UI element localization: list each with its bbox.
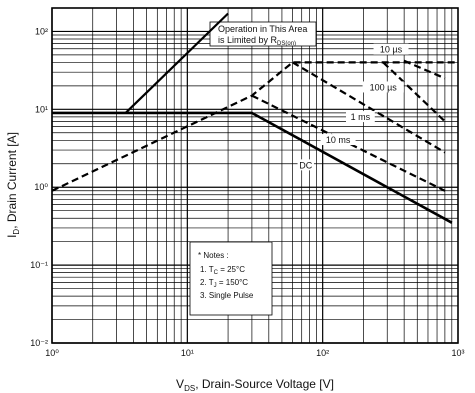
curve-label: 1 ms [351, 112, 371, 122]
series-layer [51, 59, 458, 224]
limit-annotation-box [209, 21, 317, 47]
series-line-dc [52, 111, 453, 224]
curve-label-bg [373, 43, 409, 55]
y-tick-label: 10¹ [35, 104, 48, 114]
x-tick-labels: 10⁰ 10¹ 10² 10³ [45, 348, 464, 358]
curve-label-bg [362, 81, 404, 93]
x-tick-label: 10² [316, 348, 329, 358]
curve-label-bg [297, 159, 314, 171]
limit-annotation-line2: is Limited by RDS(on) [218, 35, 296, 47]
curve-annotations: 10 µs 100 µs 1 ms 10 ms DC [297, 43, 409, 171]
x-tick-label: 10³ [451, 348, 464, 358]
plot-frame [51, 7, 459, 344]
series-line-10-ms [251, 94, 446, 192]
limit-annotation-line2-main: is Limited by R [218, 35, 278, 45]
x-tick-label: 10¹ [181, 348, 194, 358]
y-tick-labels: 10⁻² 10⁻¹ 10⁰ 10¹ 10² [30, 26, 48, 348]
note-3: 3. Single Pulse [200, 291, 254, 300]
limit-annotation-line2-sub: DS(on) [277, 41, 296, 47]
x-axis-title: VDS, Drain-Source Voltage [V] [176, 377, 334, 393]
y-tick-label: 10² [35, 26, 48, 36]
curve-label: 100 µs [370, 82, 398, 92]
limit-annotation: Operation in This Area is Limited by RDS… [209, 21, 317, 47]
series-line-1-ms [292, 61, 446, 154]
y-tick-label: 10⁰ [34, 182, 48, 192]
y-tick-label: 10⁻¹ [30, 260, 48, 270]
curve-label: 10 µs [380, 45, 403, 55]
curve-label: 10 ms [326, 135, 351, 145]
notes-heading: * Notes : [198, 251, 229, 260]
notes-box-frame [189, 241, 273, 316]
note-1: 1. TC = 25°C [200, 265, 245, 276]
notes-box: * Notes : 1. TC = 25°C 2. TJ = 150°C 3. … [189, 241, 273, 316]
curve-label: DC [299, 160, 312, 170]
x-tick-label: 10⁰ [45, 348, 59, 358]
limit-annotation-line1: Operation in This Area [218, 24, 307, 34]
curve-label-bg [320, 134, 356, 146]
series-line-envelope-5 [51, 61, 458, 192]
series-line-100-s [382, 61, 446, 123]
limit-arrow [124, 12, 229, 114]
y-tick-label: 10⁻² [30, 338, 48, 348]
note-2: 2. TJ = 150°C [200, 278, 248, 289]
y-axis-title: ID, Drain Current [A] [5, 132, 21, 238]
curve-label-bg [345, 111, 375, 123]
series-line-10-s [403, 59, 446, 80]
